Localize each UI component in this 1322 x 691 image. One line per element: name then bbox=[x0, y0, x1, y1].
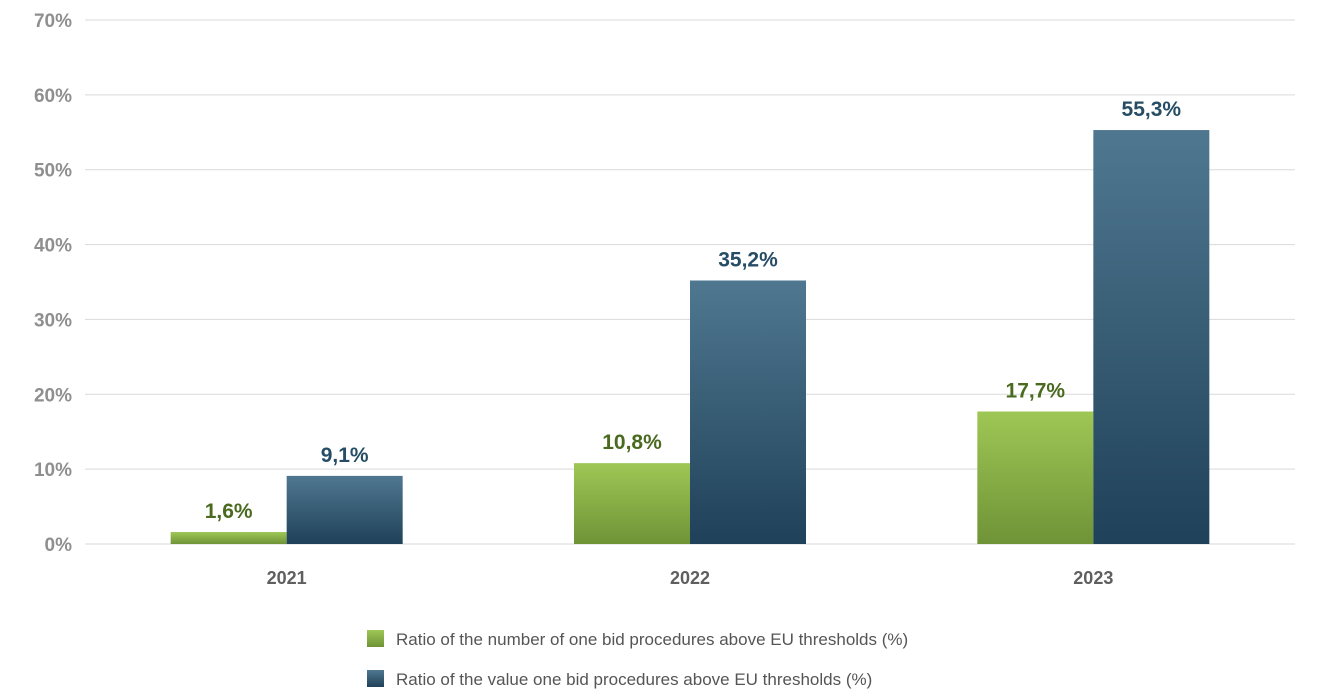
legend-swatch bbox=[367, 630, 384, 647]
legend-label: Ratio of the number of one bid procedure… bbox=[396, 630, 908, 649]
data-labels: 1,6% 9,1% 10,8% 35,2% 17,7% 55,3% bbox=[205, 98, 1182, 523]
y-tick-label: 30% bbox=[34, 310, 72, 331]
bar-series-2-2022 bbox=[690, 280, 806, 544]
legend-label: Ratio of the value one bid procedures ab… bbox=[396, 670, 872, 689]
x-axis-ticks: 2021 2022 2023 bbox=[267, 568, 1114, 588]
y-axis-ticks: 0% 10% 20% 30% 40% 50% 60% 70% bbox=[34, 11, 72, 556]
x-tick-label: 2021 bbox=[267, 568, 307, 588]
data-label: 17,7% bbox=[1006, 380, 1066, 403]
data-label: 9,1% bbox=[321, 444, 369, 467]
y-tick-label: 40% bbox=[34, 236, 72, 257]
y-tick-label: 70% bbox=[34, 11, 72, 32]
bar-series-2-2021 bbox=[286, 475, 403, 544]
legend: Ratio of the number of one bid procedure… bbox=[367, 630, 908, 689]
bars bbox=[170, 130, 1210, 545]
data-label: 1,6% bbox=[205, 500, 253, 523]
y-tick-label: 20% bbox=[34, 385, 72, 406]
data-label: 10,8% bbox=[602, 431, 662, 454]
y-tick-label: 10% bbox=[34, 460, 72, 481]
bar-series-2-2023 bbox=[1093, 130, 1210, 545]
y-tick-label: 0% bbox=[45, 535, 73, 556]
y-tick-label: 50% bbox=[34, 161, 72, 182]
y-tick-label: 60% bbox=[34, 86, 72, 107]
data-label: 35,2% bbox=[718, 249, 778, 272]
bar-series-1-2021 bbox=[170, 532, 287, 544]
data-label: 55,3% bbox=[1122, 98, 1182, 121]
x-tick-label: 2022 bbox=[670, 568, 710, 588]
legend-swatch bbox=[367, 670, 384, 687]
bar-series-1-2022 bbox=[574, 463, 690, 544]
x-tick-label: 2023 bbox=[1073, 568, 1113, 588]
bar-series-1-2023 bbox=[977, 411, 1094, 544]
